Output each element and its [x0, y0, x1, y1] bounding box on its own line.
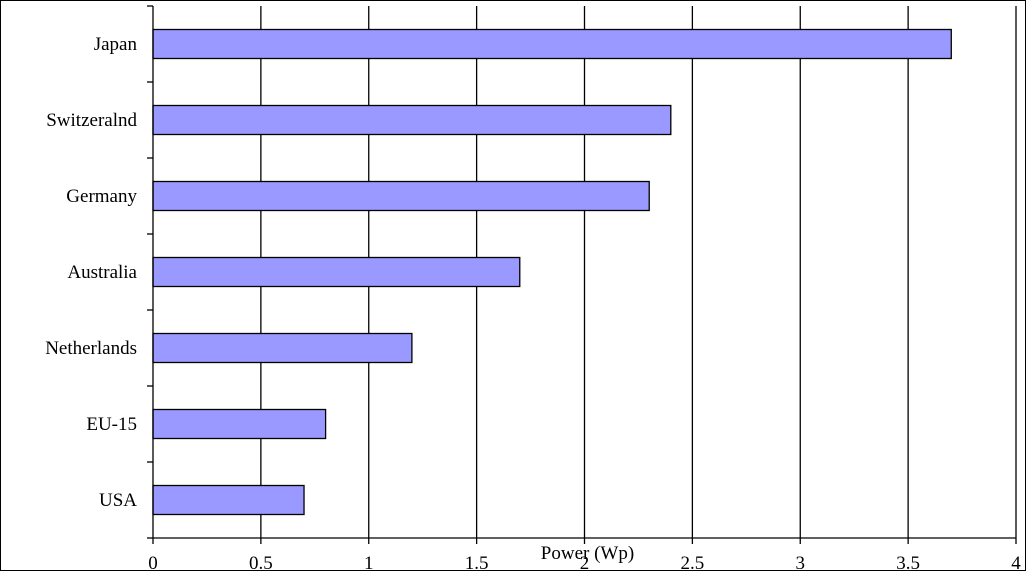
gridlines	[260, 6, 1017, 538]
x-tick-label: 0	[148, 553, 158, 571]
x-tick-label: 4	[1011, 553, 1021, 571]
x-axis-title: Power (Wp)	[541, 543, 634, 564]
category-label: USA	[99, 490, 137, 511]
bar-eu-15	[152, 408, 327, 440]
bar-switzeralnd	[152, 104, 672, 136]
bar-netherlands	[152, 332, 413, 364]
x-tick-labels: 0 0.5 1 1.5 2 2.5 3 3.5 4	[148, 553, 1021, 571]
category-labels: Japan Switzeralnd Germany Australia Netherla…	[45, 34, 137, 511]
x-tick-label: 1.5	[465, 553, 489, 571]
bar-japan	[152, 28, 952, 60]
axes	[147, 5, 1017, 544]
bar-usa	[152, 484, 305, 516]
x-tick-label: 2	[580, 553, 590, 571]
x-tick-label: 2.5	[681, 553, 705, 571]
x-tick-label: 3.5	[896, 553, 920, 571]
category-label: Germany	[66, 186, 137, 207]
category-label: Netherlands	[45, 338, 137, 359]
bars	[152, 28, 952, 516]
category-label: Switzeralnd	[46, 110, 137, 131]
x-tick-label: 3	[796, 553, 806, 571]
category-label: EU-15	[86, 414, 137, 435]
x-tick-label: 0.5	[249, 553, 273, 571]
category-label: Japan	[94, 34, 138, 55]
category-label: Australia	[67, 262, 137, 283]
x-tick-label: 1	[364, 553, 374, 571]
bar-australia	[152, 256, 521, 288]
bar-germany	[152, 180, 650, 212]
